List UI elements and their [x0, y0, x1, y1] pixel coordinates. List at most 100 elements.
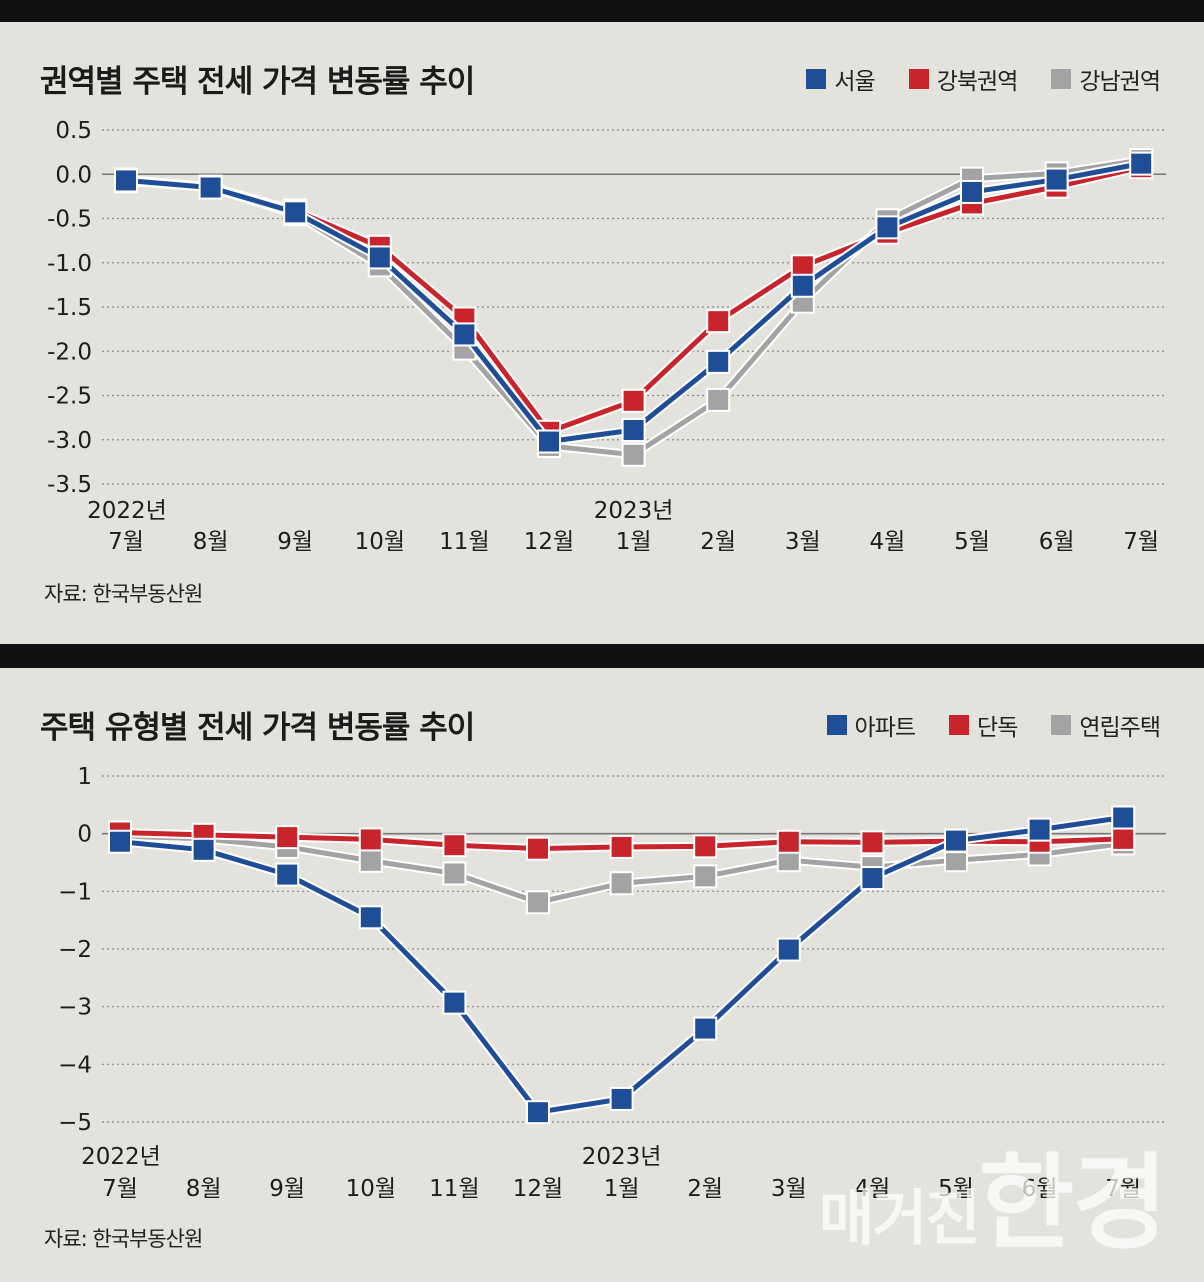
x-tick-label: 6월 [1022, 1176, 1058, 1202]
data-point [442, 833, 467, 858]
data-point [358, 848, 383, 873]
legend: 아파트 단독 연립주택 [826, 708, 1161, 742]
legend-item-rowhouse: 연립주택 [1051, 708, 1161, 742]
year-label: 2022년 [87, 498, 167, 524]
x-tick-label: 2월 [700, 529, 736, 555]
data-point [1044, 167, 1069, 192]
y-tick-label: −1 [58, 879, 92, 905]
data-point [776, 829, 801, 854]
x-tick-label: 8월 [186, 1176, 222, 1202]
legend-item-detached: 단독 [949, 708, 1018, 742]
y-tick-label: −4 [58, 1052, 92, 1078]
y-tick-label: 1 [77, 764, 92, 790]
legend-label: 강남권역 [1079, 69, 1161, 95]
data-point [776, 937, 801, 962]
data-point [442, 861, 467, 886]
data-point [609, 834, 634, 859]
x-tick-label: 10월 [346, 1176, 396, 1202]
data-point [526, 836, 550, 861]
legend-swatch [1051, 715, 1072, 735]
watermark-text-small: 매거진 [819, 1184, 981, 1254]
x-tick-label: 7월 [108, 529, 144, 555]
legend-swatch [949, 715, 970, 735]
x-tick-label: 1월 [604, 1176, 640, 1202]
y-tick-label: -2.5 [47, 384, 92, 410]
data-point [693, 864, 718, 889]
data-point [275, 862, 300, 887]
x-tick-label: 1월 [616, 529, 652, 555]
data-point [452, 322, 477, 347]
legend: 서울 강북권역 강남권역 [806, 62, 1161, 96]
data-point [693, 1016, 718, 1041]
y-tick-label: -0.5 [47, 207, 92, 233]
legend-swatch [908, 69, 929, 89]
x-tick-label: 2월 [687, 1176, 723, 1202]
data-point [621, 388, 646, 413]
x-tick-label: 9월 [269, 1176, 305, 1202]
x-tick-label: 11월 [439, 529, 489, 555]
chart-title: 주택 유형별 전세 가격 변동률 추이 [40, 710, 475, 746]
source-note: 자료: 한국부동산원 [44, 582, 203, 606]
data-point [1111, 826, 1136, 851]
line-chart-regional: 0.5 0.0 -0.5 -1.0 -1.5 -2.0 -2.5 -3.0 -3.5 7월 8월 9월… [47, 118, 1166, 555]
chart-panel-housing-type: 주택 유형별 전세 가격 변동률 추이 아파트 단독 연립주택 1 0 −1 −2 −3… [0, 668, 1204, 1282]
year-label: 2023년 [594, 498, 674, 524]
legend-label: 서울 [834, 69, 875, 95]
legend-label: 강북권역 [936, 69, 1019, 95]
data-point [275, 825, 300, 850]
y-tick-label: −2 [58, 937, 92, 963]
x-tick-label: 8월 [193, 529, 229, 555]
data-point [860, 830, 885, 855]
data-point [198, 175, 223, 200]
y-tick-label: -2.0 [47, 339, 92, 365]
y-tick-label: -3.0 [47, 428, 92, 454]
x-tick-label: 3월 [771, 1176, 807, 1202]
x-tick-label: 5월 [954, 529, 990, 555]
chart-panel-regional: 권역별 주택 전세 가격 변동률 추이 서울 강북권역 강남권역 0.5 0.0 -… [0, 22, 1204, 644]
legend-swatch [1051, 69, 1072, 89]
legend-label: 단독 [977, 715, 1018, 741]
data-point [621, 442, 646, 467]
data-point [875, 215, 900, 240]
x-tick-label: 6월 [1039, 529, 1075, 555]
source-note: 자료: 한국부동산원 [44, 1227, 203, 1251]
y-tick-label: -1.0 [47, 251, 92, 277]
x-tick-label: 4월 [870, 529, 906, 555]
x-tick-label: 7월 [102, 1176, 138, 1202]
x-tick-label: 7월 [1123, 529, 1159, 555]
year-label: 2023년 [582, 1144, 662, 1170]
year-label: 2022년 [81, 1144, 161, 1170]
data-point [621, 418, 646, 443]
data-point [283, 200, 308, 225]
data-point [442, 990, 467, 1015]
y-tick-label: -1.5 [47, 295, 92, 321]
data-point [1129, 151, 1154, 176]
legend-item-seoul: 서울 [806, 62, 876, 96]
legend-item-gangbuk: 강북권역 [908, 62, 1019, 96]
data-point [358, 905, 383, 930]
data-point [960, 179, 984, 204]
y-tick-label: -3.5 [47, 472, 92, 498]
data-point [706, 349, 731, 374]
data-point [191, 837, 216, 862]
x-tick-label: 12월 [513, 1176, 563, 1202]
data-point [526, 1100, 550, 1125]
y-tick-label: 0 [77, 822, 92, 848]
legend-label: 아파트 [854, 715, 916, 741]
data-point [526, 890, 550, 915]
x-tick-label: 7월 [1105, 1176, 1141, 1202]
y-tick-label: 0.5 [55, 118, 92, 144]
data-point [609, 1086, 634, 1111]
x-tick-label: 12월 [524, 529, 574, 555]
data-point [108, 829, 132, 854]
data-point [944, 828, 968, 853]
y-tick-label: −3 [58, 995, 92, 1021]
chart-title: 권역별 주택 전세 가격 변동률 추이 [40, 64, 475, 100]
watermark-logo: 매거진한경 [819, 1118, 1168, 1269]
watermark-text-big: 한경 [978, 1141, 1168, 1264]
legend-swatch [806, 69, 827, 89]
data-point [609, 871, 634, 896]
x-tick-label: 9월 [277, 529, 313, 555]
data-point [790, 273, 815, 298]
data-point [367, 245, 392, 270]
